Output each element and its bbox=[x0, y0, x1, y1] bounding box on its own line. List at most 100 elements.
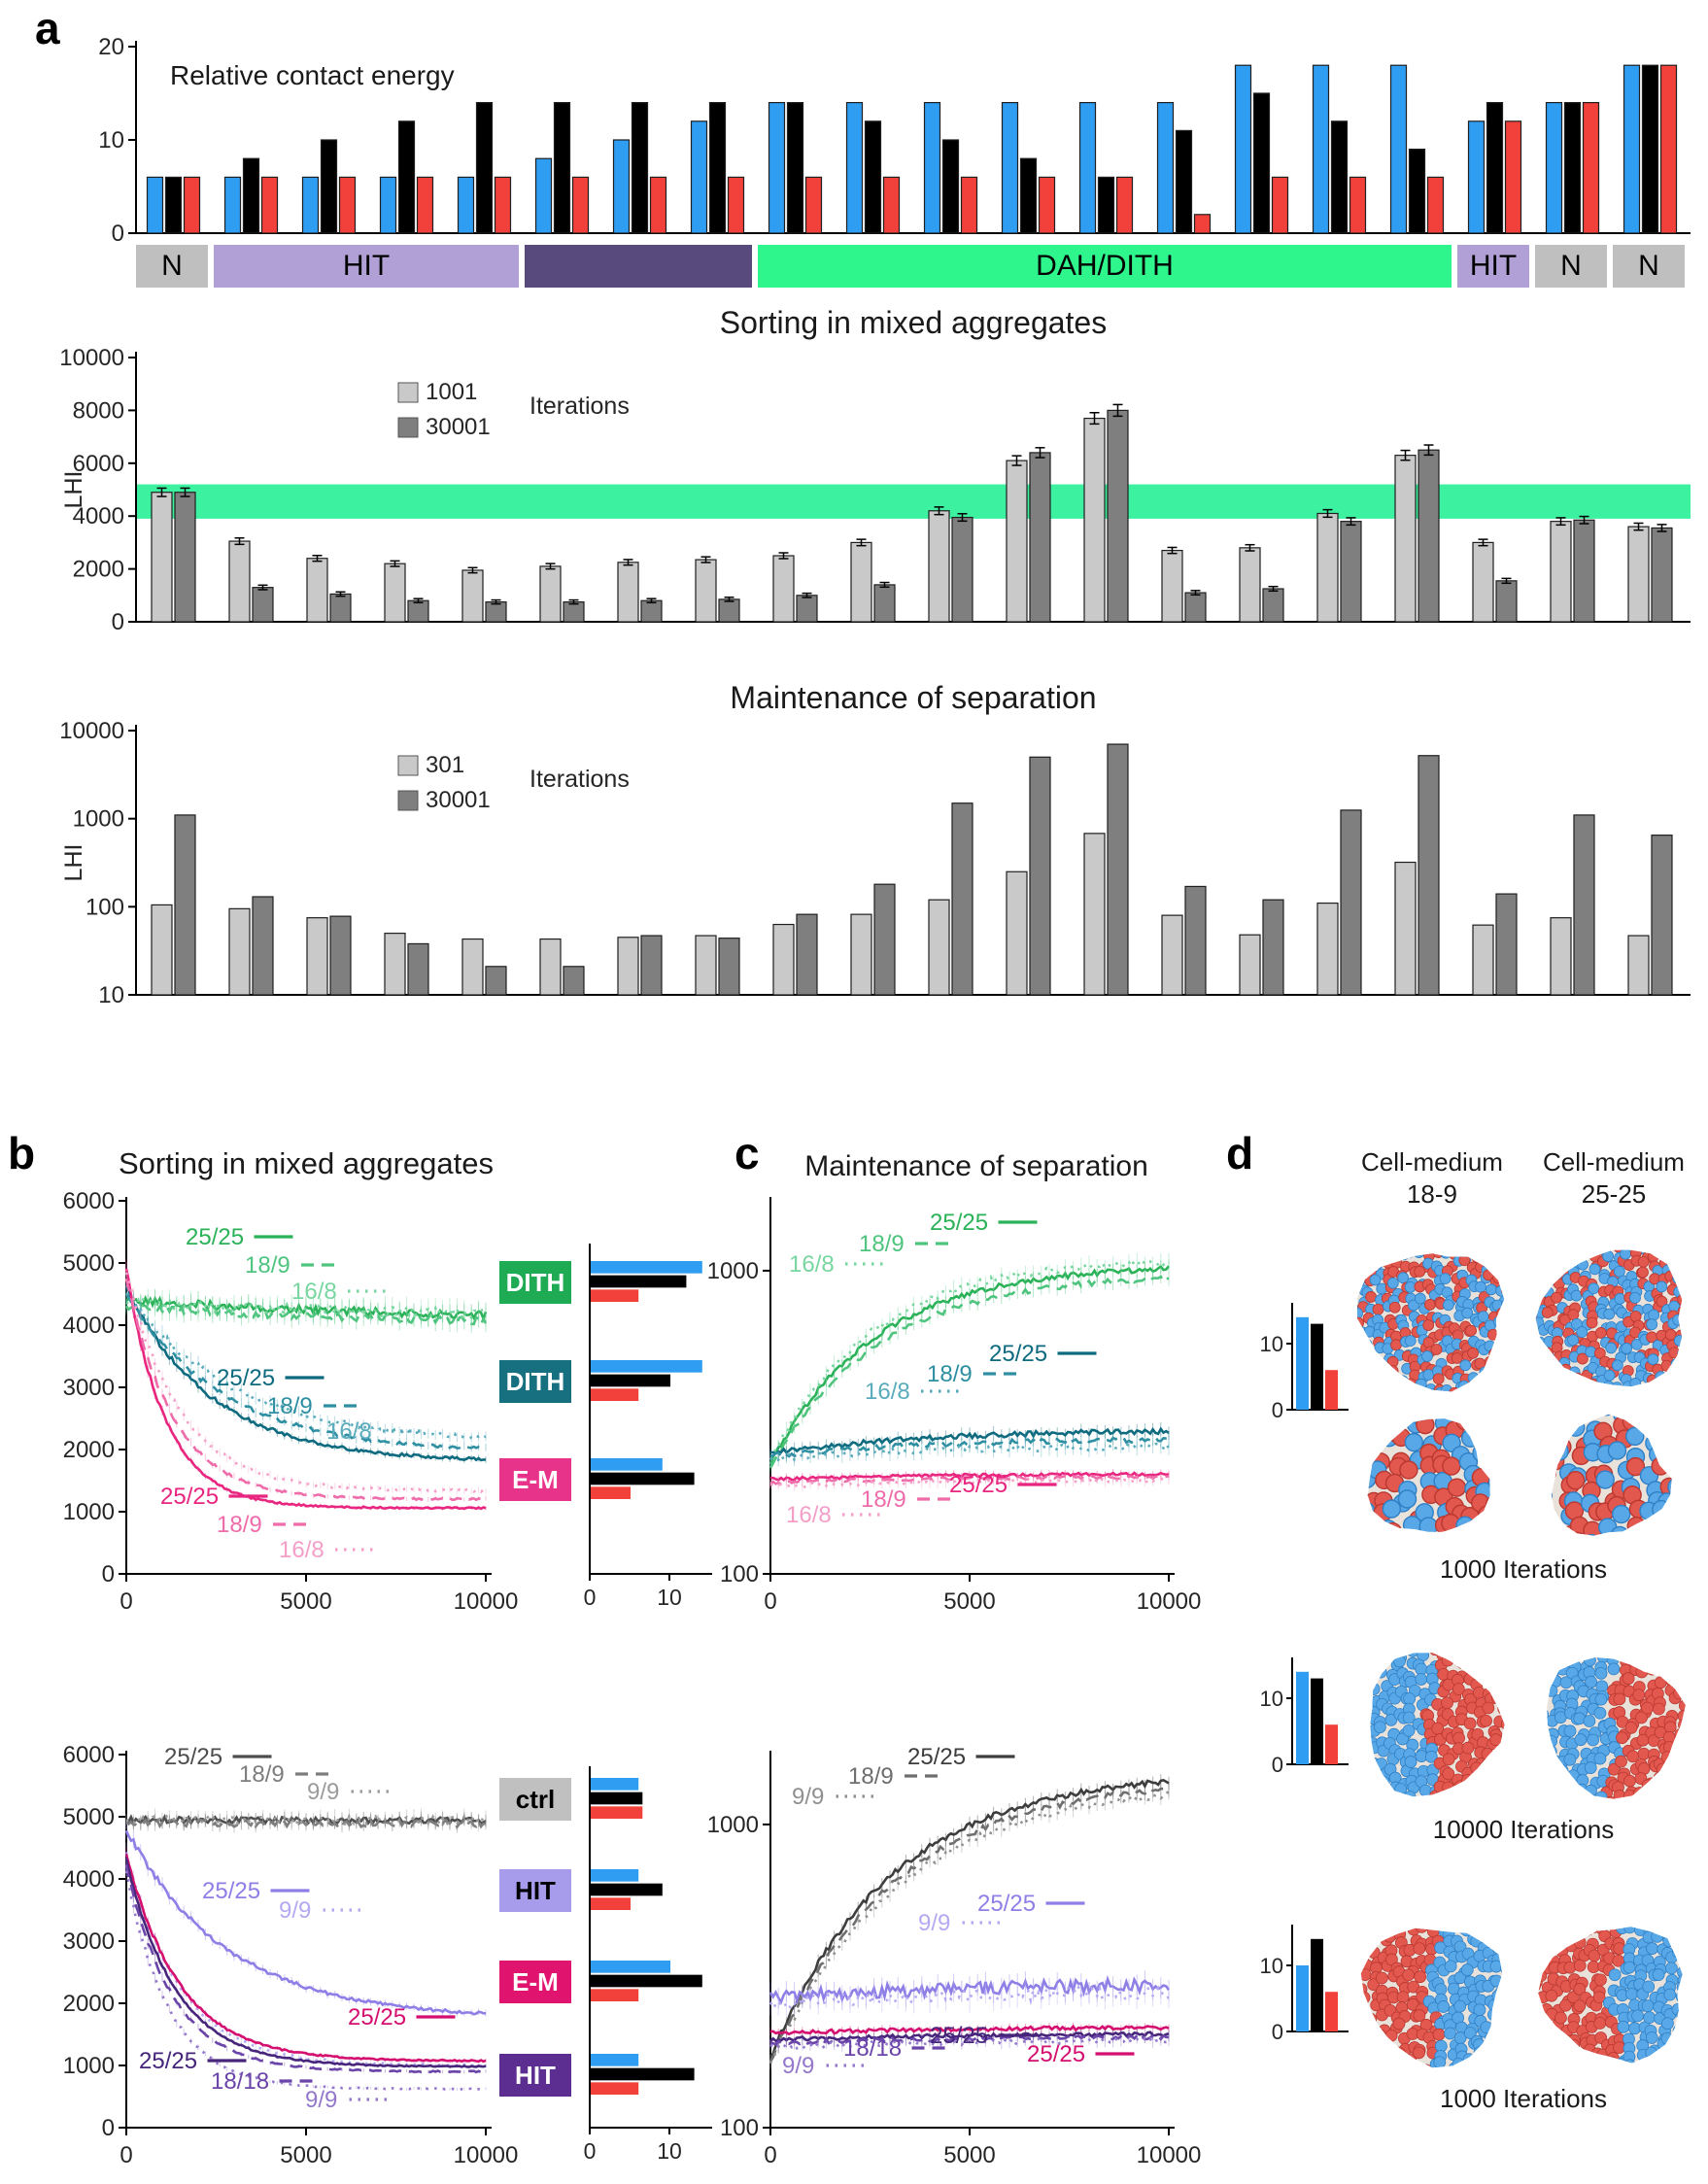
cell bbox=[1672, 1314, 1683, 1326]
cell bbox=[1673, 1335, 1683, 1347]
series-label: DITH bbox=[506, 1268, 565, 1297]
cell bbox=[1489, 1733, 1503, 1747]
cell bbox=[1491, 1941, 1503, 1955]
cell bbox=[1594, 1692, 1608, 1706]
cell bbox=[1602, 1250, 1615, 1262]
cell bbox=[1496, 2042, 1503, 2056]
cell bbox=[1463, 1792, 1476, 1797]
cell bbox=[1526, 1764, 1538, 1776]
cell bbox=[1446, 1253, 1458, 1254]
cell bbox=[1654, 1676, 1667, 1689]
cell bbox=[1643, 2011, 1657, 2025]
cell bbox=[1413, 1942, 1426, 1956]
cell bbox=[1382, 2059, 1394, 2068]
cell bbox=[1609, 1389, 1620, 1400]
cell bbox=[1563, 1724, 1577, 1738]
panel-d-label: d bbox=[1226, 1128, 1254, 1178]
cell bbox=[1668, 1927, 1682, 1939]
legend-label: 1001 bbox=[426, 379, 477, 405]
cell bbox=[1688, 1960, 1699, 1971]
cell bbox=[1415, 1673, 1428, 1686]
cell bbox=[1666, 1662, 1680, 1675]
cell bbox=[1660, 1927, 1674, 1929]
cell bbox=[1468, 1537, 1486, 1554]
cell bbox=[1386, 1277, 1399, 1289]
cell bbox=[1520, 1452, 1538, 1470]
cell bbox=[1386, 1365, 1399, 1378]
cell bbox=[1657, 2050, 1670, 2064]
cell bbox=[1607, 1441, 1627, 1460]
cell bbox=[1539, 2024, 1553, 2037]
cell bbox=[1600, 1912, 1612, 1924]
cell bbox=[1671, 2058, 1683, 2064]
bar-cell2-medium bbox=[727, 176, 745, 234]
cell bbox=[1460, 1774, 1474, 1787]
series-annotation: 25/25 bbox=[907, 1744, 966, 1770]
cell bbox=[1650, 1906, 1661, 1918]
cell bbox=[1364, 2012, 1378, 2026]
cell bbox=[1356, 1253, 1359, 1265]
bar-cell1-cell2 bbox=[631, 101, 649, 234]
cell bbox=[1628, 1414, 1649, 1419]
cell bbox=[1373, 1928, 1386, 1931]
cell bbox=[1617, 1913, 1628, 1925]
cell bbox=[1597, 1383, 1610, 1387]
cell bbox=[1537, 1365, 1550, 1378]
cell bbox=[1551, 1234, 1561, 1245]
bar-30001 bbox=[718, 938, 740, 996]
cell bbox=[1452, 2058, 1465, 2068]
cell bbox=[1367, 2049, 1380, 2063]
sorting-timecourse-hit-chart: 0 1000 2000 3000 4000 5000 6000 0 5000 10000 25/25… bbox=[63, 1742, 519, 2168]
cell bbox=[1686, 1270, 1696, 1280]
cell bbox=[1360, 2050, 1368, 2063]
bar-301 bbox=[306, 917, 328, 996]
cell bbox=[1588, 1646, 1600, 1657]
cell bbox=[1545, 1645, 1556, 1656]
cell bbox=[1666, 1908, 1678, 1920]
cell bbox=[1475, 1232, 1486, 1243]
cell bbox=[1478, 1375, 1490, 1387]
cell bbox=[1614, 1292, 1626, 1305]
cell bbox=[1356, 1374, 1365, 1386]
cell bbox=[1491, 1691, 1504, 1705]
cell bbox=[1588, 1263, 1601, 1276]
bar-cell2-medium bbox=[338, 176, 357, 234]
bar-30001 bbox=[1573, 519, 1595, 623]
mini-bar bbox=[1296, 1316, 1309, 1410]
cell bbox=[1653, 2060, 1666, 2064]
cell bbox=[1633, 1657, 1647, 1658]
cell bbox=[1373, 2029, 1386, 2041]
series-annotation: 16/8 bbox=[865, 1379, 910, 1405]
bar-cell1-medium bbox=[768, 101, 786, 234]
cell bbox=[1554, 1415, 1574, 1435]
series-label-box bbox=[499, 1869, 571, 1912]
cell bbox=[1538, 1997, 1540, 2011]
y-tick-label: 10 bbox=[1260, 1954, 1283, 1978]
cell bbox=[1375, 1253, 1387, 1261]
cell bbox=[1644, 1790, 1657, 1799]
bar-cell2-medium bbox=[494, 176, 512, 234]
cell bbox=[1595, 1230, 1606, 1241]
bar-301 bbox=[1083, 833, 1106, 996]
cell bbox=[1503, 1634, 1515, 1646]
cell bbox=[1538, 2045, 1539, 2058]
series-label: E-M bbox=[512, 1465, 559, 1494]
cell bbox=[1683, 1662, 1686, 1676]
cell bbox=[1383, 1521, 1403, 1532]
cell bbox=[1502, 1268, 1505, 1280]
cell bbox=[1508, 2035, 1520, 2047]
bar-cell1-cell2 bbox=[320, 139, 338, 234]
cell bbox=[1557, 1907, 1569, 1919]
cell bbox=[1551, 1442, 1569, 1461]
cell bbox=[1557, 2061, 1571, 2064]
cell bbox=[1535, 1250, 1538, 1262]
cell bbox=[1384, 1713, 1398, 1726]
series-annotation: 9/9 bbox=[305, 2087, 337, 2113]
cell bbox=[1626, 1533, 1646, 1536]
cell bbox=[1627, 1657, 1641, 1668]
cell bbox=[1462, 2053, 1476, 2066]
cell bbox=[1360, 1346, 1373, 1358]
cell bbox=[1404, 1756, 1418, 1768]
cell bbox=[1683, 1692, 1686, 1706]
